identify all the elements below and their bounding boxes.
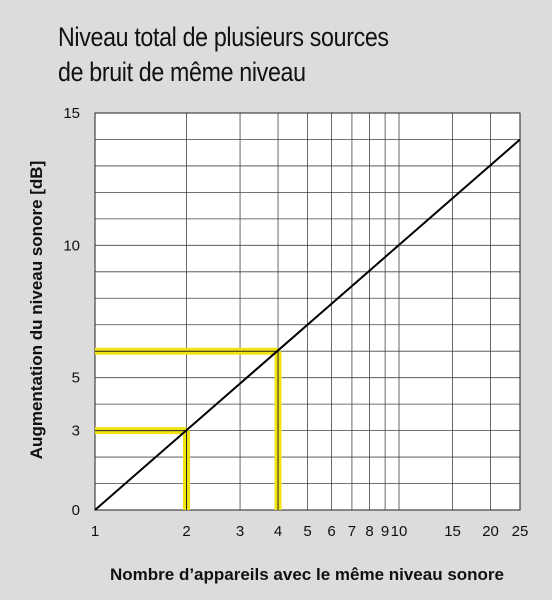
x-tick-label: 25 xyxy=(512,523,529,540)
highlight-guides xyxy=(95,347,282,510)
y-tick-label: 3 xyxy=(72,423,80,440)
x-tick-label: 1 xyxy=(91,523,99,540)
plot-frame xyxy=(94,112,521,511)
x-tick-label: 3 xyxy=(236,523,244,540)
y-tick-label: 5 xyxy=(72,370,80,387)
title-line-1: Niveau total de plusieurs sources xyxy=(58,22,389,52)
x-tick-label: 6 xyxy=(327,523,335,540)
series-group xyxy=(94,138,521,511)
x-tick-label: 7 xyxy=(348,523,356,540)
series-line xyxy=(94,138,521,511)
y-tick-label: 0 xyxy=(72,502,80,519)
x-tick-label: 4 xyxy=(274,523,282,540)
x-tick-label: 5 xyxy=(303,523,311,540)
x-tick-label: 8 xyxy=(365,523,373,540)
x-ticks: 1 2 3 4 5 6 7 8 9 10 15 20 25 xyxy=(91,523,529,540)
x-axis-label: Nombre d’appareils avec le même niveau s… xyxy=(110,565,504,584)
y-axis-label: Augmentation du niveau sonore [dB] xyxy=(27,161,46,459)
x-tick-label: 2 xyxy=(182,523,190,540)
y-tick-label: 15 xyxy=(63,105,80,122)
y-tick-label: 10 xyxy=(63,237,80,254)
grid xyxy=(94,112,521,511)
x-tick-label: 10 xyxy=(391,523,408,540)
chart-title: Niveau total de plusieurs sources de bru… xyxy=(58,20,389,90)
x-tick-label: 20 xyxy=(482,523,499,540)
x-tick-label: 15 xyxy=(444,523,461,540)
y-ticks: 0 3 5 10 15 xyxy=(63,105,80,519)
x-tick-label: 9 xyxy=(381,523,389,540)
title-line-2: de bruit de même niveau xyxy=(58,57,306,87)
